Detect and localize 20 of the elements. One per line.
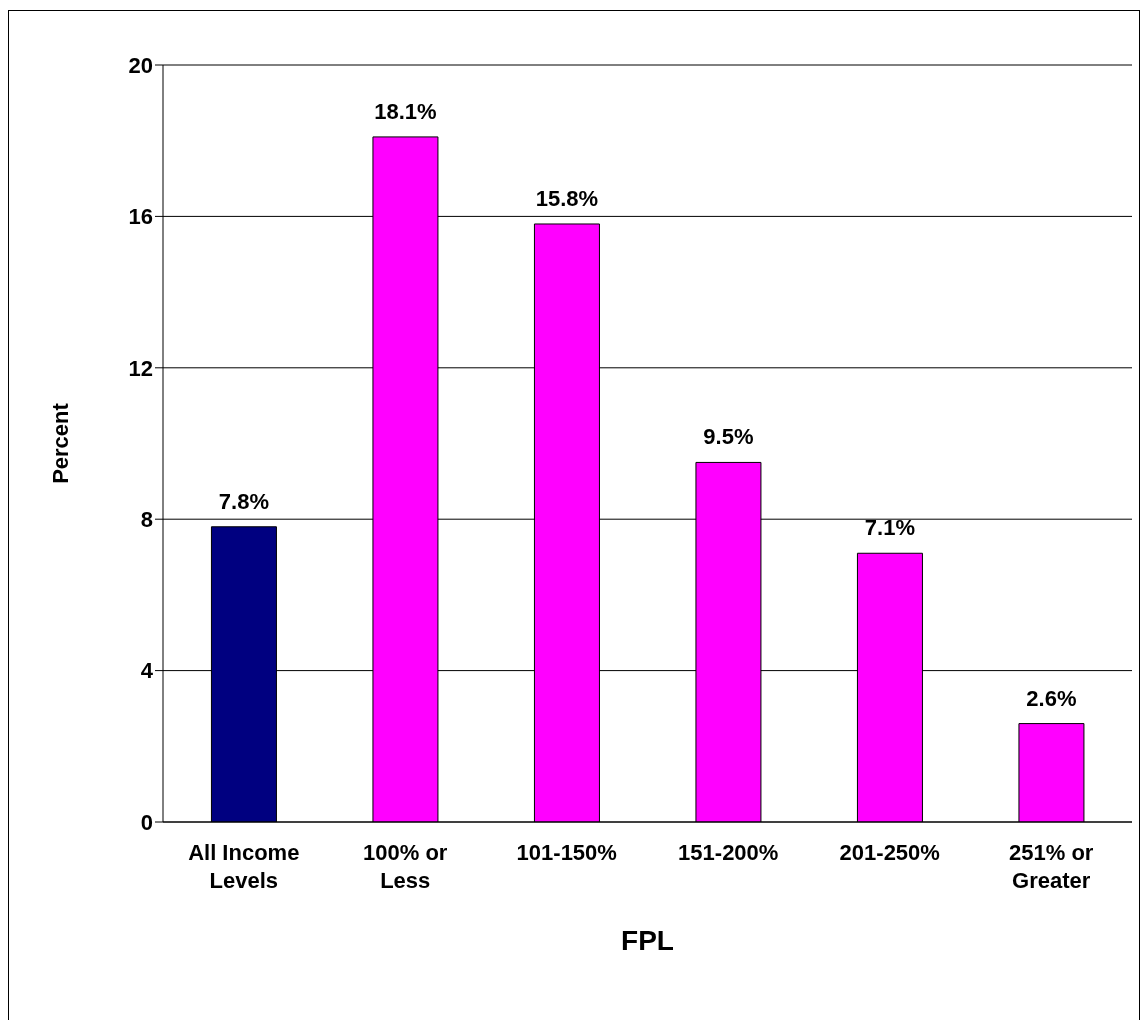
data-label: 15.8% bbox=[535, 185, 599, 211]
y-tick-label: 20 bbox=[128, 52, 153, 78]
data-label: 2.6% bbox=[1026, 685, 1077, 711]
data-label: 7.8% bbox=[218, 488, 270, 514]
y-tick-label: 4 bbox=[140, 658, 154, 684]
x-axis-title: FPL bbox=[621, 925, 674, 956]
y-tick-label: 16 bbox=[128, 204, 153, 230]
data-label: 7.1% bbox=[864, 515, 916, 541]
y-tick-label: 8 bbox=[140, 507, 153, 533]
y-tick-label: 12 bbox=[128, 355, 153, 381]
y-tick-label: 0 bbox=[140, 809, 153, 835]
x-tick-label: 100% or Less bbox=[363, 840, 448, 893]
x-tick-label: 151-200% bbox=[678, 840, 779, 865]
data-label: 9.5% bbox=[703, 424, 754, 450]
data-label: 18.1% bbox=[374, 98, 437, 124]
x-tick-label: 251% or Greater bbox=[1009, 840, 1094, 893]
y-axis-title: Percent bbox=[47, 402, 73, 484]
x-tick-label: 101-150% bbox=[516, 840, 617, 865]
x-tick-label: All Income Levels bbox=[188, 840, 300, 893]
x-tick-label: 201-250% bbox=[839, 840, 940, 865]
